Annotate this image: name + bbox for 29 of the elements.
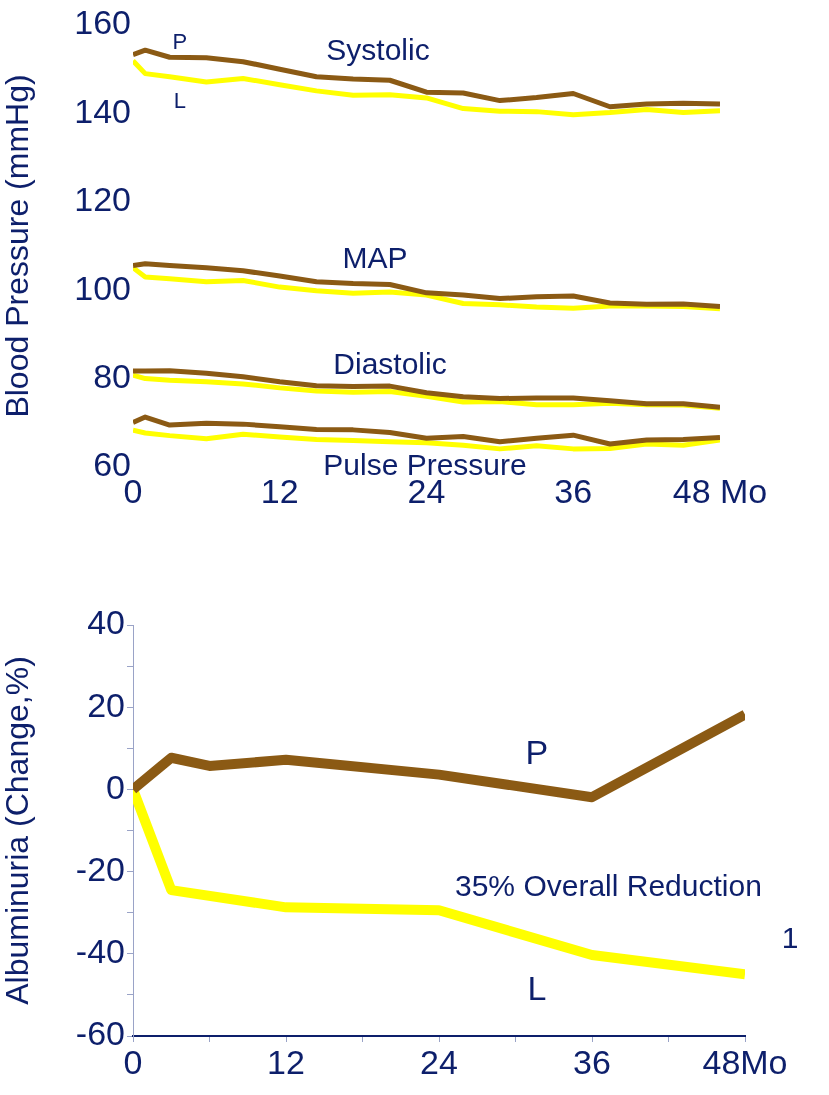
annotation: 35% Overall Reduction xyxy=(455,869,762,903)
series-label: L xyxy=(527,969,547,1008)
annotation: Systolic xyxy=(326,33,430,67)
annotation: Diastolic xyxy=(333,347,447,381)
y-axis-title: Blood Pressure (mmHg) xyxy=(0,74,36,418)
x-tick-label: 24 xyxy=(420,1042,458,1081)
x-tick-label: 12 xyxy=(260,471,299,510)
x-tick-label: 48Mo xyxy=(702,1042,788,1081)
series-label: P xyxy=(172,29,188,55)
text: 1 xyxy=(781,921,799,955)
y-tick-label: 120 xyxy=(74,180,131,219)
y-tick-label: 140 xyxy=(74,91,131,130)
x-tick-label: 12 xyxy=(267,1042,305,1081)
y-tick-label: -20 xyxy=(75,849,125,888)
x-tick-label: 36 xyxy=(554,471,593,510)
y-tick-label: -60 xyxy=(75,1014,125,1053)
annotation: MAP xyxy=(342,241,408,275)
x-tick-label: 36 xyxy=(573,1042,611,1081)
y-tick-label: 100 xyxy=(74,268,131,307)
y-tick-label: -40 xyxy=(75,932,125,971)
y-axis-title: Albuminuria (Change,%) xyxy=(0,656,36,1005)
series-label: L xyxy=(173,88,187,114)
y-tick-label: 40 xyxy=(87,603,125,642)
y-tick-label: 0 xyxy=(106,767,125,806)
y-tick-label: 160 xyxy=(74,3,131,42)
y-tick-label: 20 xyxy=(87,685,125,724)
x-tick-label: 48 Mo xyxy=(672,471,768,510)
series-label: P xyxy=(525,733,549,772)
y-tick-label: 80 xyxy=(93,356,131,395)
